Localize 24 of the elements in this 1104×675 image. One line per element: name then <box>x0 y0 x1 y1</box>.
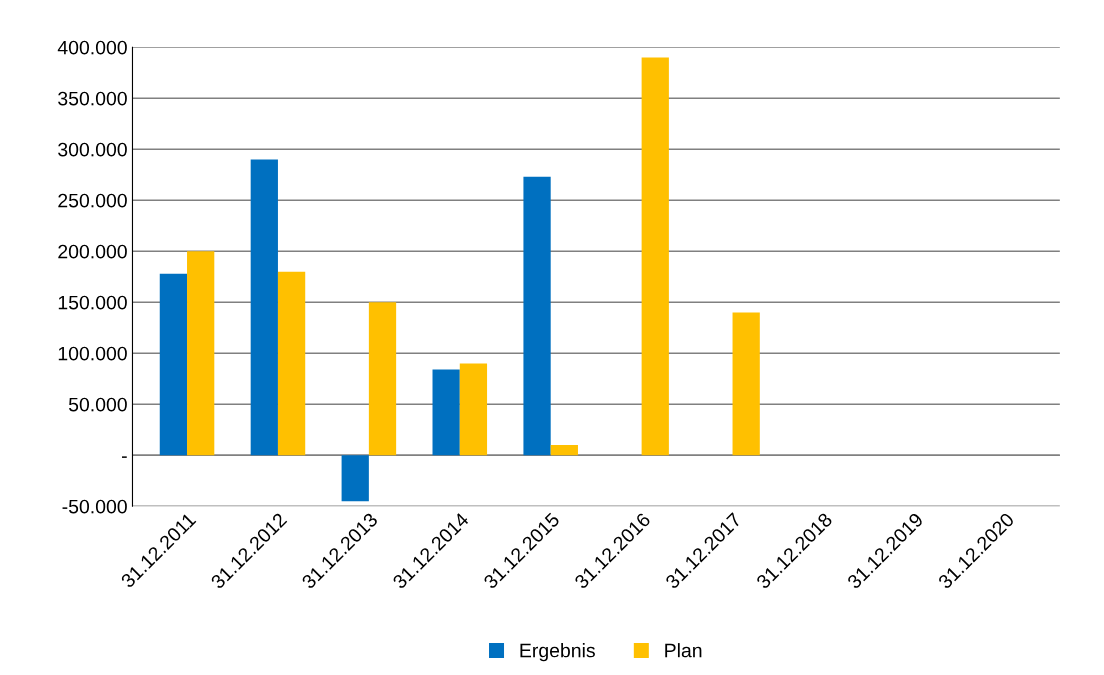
y-tick-label: - <box>122 456 127 458</box>
bar <box>459 363 488 456</box>
bar <box>732 312 760 456</box>
y-tick-label: 200.000 <box>58 244 127 259</box>
bar <box>641 57 669 456</box>
bar <box>432 369 460 456</box>
y-tick-label: 300.000 <box>58 142 127 157</box>
y-tick-label: 400.000 <box>57 40 127 55</box>
bar <box>341 455 369 502</box>
y-tick-label: 250.000 <box>58 193 127 208</box>
y-tick-label: 150.000 <box>58 295 127 310</box>
y-tick-label: 350.000 <box>58 91 127 106</box>
y-tick-label: 50.000 <box>68 397 127 412</box>
bar <box>159 273 188 456</box>
bar <box>250 159 278 456</box>
bar <box>187 251 215 456</box>
bar <box>277 271 306 456</box>
legend-label: Ergebnis <box>520 643 595 662</box>
legend-label: Plan <box>665 643 702 658</box>
bar <box>368 302 397 456</box>
y-tick-label: 100.000 <box>58 346 127 361</box>
bar <box>550 445 578 456</box>
bar <box>523 176 551 456</box>
y-tick-label: -50.000 <box>62 499 127 514</box>
